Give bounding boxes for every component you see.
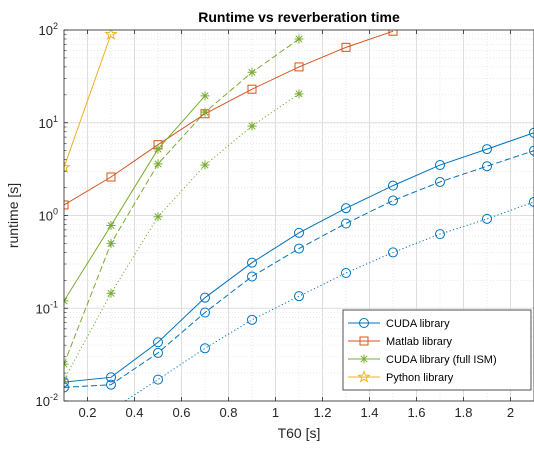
data-point: [107, 405, 116, 414]
x-tick-label: 2: [507, 405, 514, 420]
y-tick-base: 10: [36, 394, 50, 409]
data-point: [201, 91, 210, 100]
y-tick-label: 10-1: [36, 299, 58, 316]
x-tick-label: 1.6: [407, 405, 425, 420]
legend-marker: [360, 355, 369, 364]
y-tick-base: 10: [39, 209, 53, 224]
legend-label: Matlab library: [386, 336, 453, 348]
y-tick-exponent: -2: [50, 392, 58, 402]
y-tick-base: 10: [39, 23, 53, 38]
y-tick-label: 100: [39, 207, 58, 224]
data-point: [60, 414, 69, 423]
data-point: [201, 161, 210, 170]
y-tick-exponent: 2: [53, 21, 58, 31]
data-point: [248, 68, 257, 77]
x-tick-label: 0.2: [78, 405, 96, 420]
y-tick-label: 101: [39, 114, 58, 131]
chart-title: Runtime vs reverberation time: [198, 9, 400, 25]
data-point: [107, 221, 116, 230]
legend: CUDA library Matlab library CUDA library (…: [343, 310, 531, 390]
legend-label: Python library: [386, 372, 454, 384]
y-tick-exponent: 0: [53, 207, 58, 217]
legend-label: CUDA library (full ISM): [386, 354, 497, 366]
y-axis-label: runtime [s]: [5, 183, 21, 248]
data-point: [154, 159, 163, 168]
y-tick-exponent: 1: [53, 114, 58, 124]
x-tick-label: 0.6: [172, 405, 190, 420]
x-axis-label: T60 [s]: [278, 425, 321, 441]
y-tick-base: 10: [36, 301, 50, 316]
y-tick-label: 10-2: [36, 392, 58, 409]
data-point: [248, 122, 257, 131]
x-tick-label: 0.4: [125, 405, 143, 420]
x-tick-label: 1: [272, 405, 279, 420]
data-point: [295, 34, 304, 43]
data-point: [154, 145, 163, 154]
data-point: [295, 89, 304, 98]
x-tick-label: 1.2: [313, 405, 331, 420]
x-tick-label: 1.4: [360, 405, 378, 420]
data-point: [201, 108, 210, 117]
y-tick-base: 10: [39, 116, 53, 131]
x-tick-label: 0.8: [219, 405, 237, 420]
legend-label: CUDA library: [386, 318, 450, 330]
data-point: [154, 212, 163, 221]
data-point: [107, 239, 116, 248]
x-tick-label: 1.8: [454, 405, 472, 420]
data-point: [107, 289, 116, 298]
y-tick-label: 102: [39, 21, 58, 38]
y-tick-exponent: -1: [50, 299, 58, 309]
